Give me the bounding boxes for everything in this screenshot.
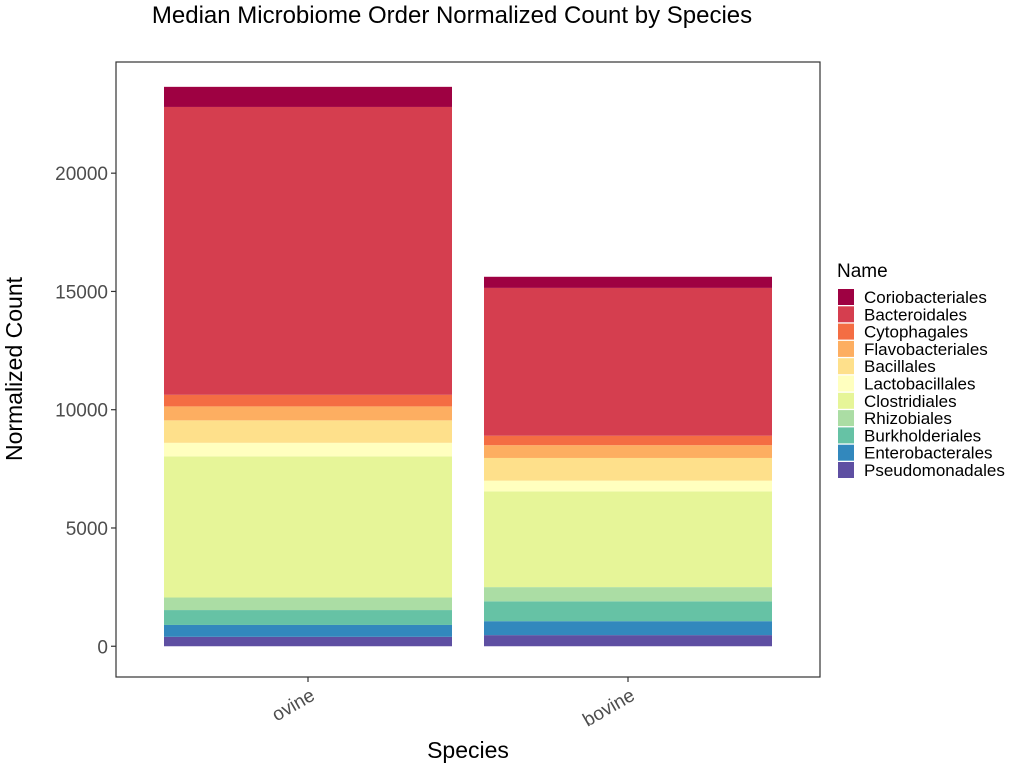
legend-key-rhizobiales	[838, 410, 854, 427]
legend-label-burkholderiales: Burkholderiales	[864, 426, 981, 445]
x-tick-label-bovine: bovine	[580, 685, 639, 731]
bar-segment-ovine-rhizobiales	[164, 597, 452, 611]
bar-segment-bovine-cytophagales	[484, 435, 772, 446]
bar-segment-bovine-rhizobiales	[484, 587, 772, 602]
y-tick-label: 10000	[55, 401, 108, 422]
legend-label-bacillales: Bacillales	[864, 357, 936, 376]
bar-segment-ovine-bacillales	[164, 420, 452, 443]
legend-key-enterobacterales	[838, 444, 854, 461]
y-tick-label: 5000	[66, 519, 108, 540]
bar-segment-bovine-flavobacteriales	[484, 445, 772, 458]
legend: Name CoriobacterialesBacteroidalesCytopha…	[837, 261, 1005, 480]
legend-key-burkholderiales	[838, 427, 854, 444]
legend-key-bacillales	[838, 358, 854, 375]
bar-segment-ovine-clostridiales	[164, 456, 452, 598]
legend-label-pseudomonadales: Pseudomonadales	[864, 461, 1005, 480]
bar-segment-bovine-pseudomonadales	[484, 635, 772, 647]
legend-key-lactobacillales	[838, 375, 854, 392]
legend-key-clostridiales	[838, 392, 854, 409]
y-axis-title: Normalized Count	[1, 276, 27, 461]
legend-label-flavobacteriales: Flavobacteriales	[864, 340, 988, 359]
y-tick-label: 20000	[55, 164, 108, 185]
bar-segment-ovine-coriobacteriales	[164, 86, 452, 107]
bar-segment-ovine-lactobacillales	[164, 442, 452, 457]
y-tick-label: 0	[97, 637, 108, 658]
legend-key-flavobacteriales	[838, 340, 854, 357]
legend-key-pseudomonadales	[838, 462, 854, 478]
legend-label-enterobacterales: Enterobacterales	[864, 444, 993, 463]
bar-segment-bovine-burkholderiales	[484, 601, 772, 622]
legend-label-lactobacillales: Lactobacillales	[864, 375, 976, 394]
bar-segment-ovine-flavobacteriales	[164, 406, 452, 421]
bar-segment-bovine-enterobacterales	[484, 621, 772, 636]
plot-border	[115, 61, 821, 678]
bar-segment-bovine-bacillales	[484, 457, 772, 481]
legend-label-coriobacteriales: Coriobacteriales	[864, 288, 987, 307]
bar-segment-ovine-bacteroidales	[164, 106, 452, 395]
bar-segment-bovine-bacteroidales	[484, 287, 772, 436]
bar-segment-ovine-cytophagales	[164, 394, 452, 407]
legend-label-rhizobiales: Rhizobiales	[864, 409, 952, 428]
legend-label-clostridiales: Clostridiales	[864, 392, 957, 411]
bar-segment-ovine-burkholderiales	[164, 610, 452, 625]
bar-segment-ovine-enterobacterales	[164, 624, 452, 637]
legend-label-cytophagales: Cytophagales	[864, 323, 968, 342]
chart-title: Median Microbiome Order Normalized Count…	[152, 2, 752, 29]
bar-segment-bovine-coriobacteriales	[484, 276, 772, 288]
bar-segment-bovine-lactobacillales	[484, 480, 772, 492]
bar-segment-ovine-pseudomonadales	[164, 636, 452, 647]
legend-key-bacteroidales	[838, 306, 854, 323]
legend-key-cytophagales	[838, 323, 854, 340]
y-tick-label: 15000	[55, 282, 108, 303]
bar-segment-bovine-clostridiales	[484, 491, 772, 588]
legend-key-coriobacteriales	[838, 289, 854, 305]
legend-label-bacteroidales: Bacteroidales	[864, 305, 967, 324]
legend-title: Name	[837, 261, 888, 282]
x-tick-label-ovine: ovine	[269, 685, 319, 726]
x-axis-title: Species	[427, 737, 509, 763]
